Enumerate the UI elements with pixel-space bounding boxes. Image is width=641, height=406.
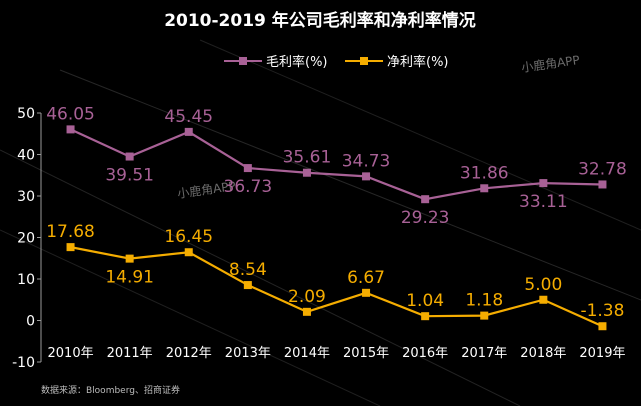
legend-item-net-margin: 净利率(%) [345, 54, 449, 70]
background-streaks [0, 39, 641, 406]
x-tick-label: 2014年 [284, 346, 330, 361]
x-tick-label: 2018年 [520, 346, 566, 361]
y-tick-label: -10 [12, 355, 35, 371]
data-label: 6.67 [347, 268, 385, 288]
data-point [362, 172, 371, 181]
data-point [480, 311, 489, 320]
x-tick-label: 2019年 [579, 346, 625, 361]
y-tick-label: 10 [17, 272, 35, 288]
data-point [184, 248, 193, 257]
data-point [302, 307, 311, 316]
y-tick-label: 20 [17, 231, 35, 247]
x-tick-label: 2012年 [166, 346, 212, 361]
x-tick-label: 2010年 [48, 346, 94, 361]
legend-label-gross-margin: 毛利率(%) [266, 54, 328, 70]
data-label: 8.54 [229, 260, 267, 280]
data-label: 39.51 [105, 166, 154, 186]
y-tick-label: 50 [17, 106, 35, 122]
legend-label-net-margin: 净利率(%) [387, 54, 449, 70]
data-point [480, 184, 489, 193]
data-label: 5.00 [524, 275, 562, 295]
data-label: 29.23 [401, 208, 450, 228]
axes: 50 40 30 20 10 0 -10 2010年 2011年 2012年 2013年 2014年 2… [12, 106, 625, 371]
data-point [302, 168, 311, 177]
chart-title: 2010-2019 年公司毛利率和净利率情况 [164, 10, 476, 31]
data-label: 31.86 [460, 163, 509, 183]
data-point [125, 152, 134, 161]
data-label: 1.04 [406, 291, 444, 311]
y-tick-label: 30 [17, 189, 35, 205]
data-label: 34.73 [342, 151, 391, 171]
data-point [243, 164, 252, 173]
data-label: 45.45 [164, 107, 213, 127]
data-label: 2.09 [288, 287, 326, 307]
data-label: 16.45 [164, 227, 213, 247]
x-tick-label: 2013年 [225, 346, 271, 361]
x-tick-label: 2015年 [343, 346, 389, 361]
data-point [421, 195, 430, 204]
data-point [598, 322, 607, 331]
data-label: 36.73 [224, 177, 273, 197]
data-point [539, 179, 548, 188]
source-note: 数据来源：Bloomberg、招商证券 [41, 384, 180, 396]
data-point [125, 254, 134, 263]
data-label: 35.61 [283, 148, 332, 168]
data-label: 32.78 [578, 159, 627, 179]
data-point [421, 312, 430, 321]
data-label: 14.91 [105, 268, 154, 288]
data-point [362, 288, 371, 297]
series-0: 46.05 39.51 45.45 36.73 35.61 34.73 29.23 31.86… [46, 104, 627, 228]
legend-item-gross-margin: 毛利率(%) [224, 54, 328, 70]
data-point [184, 127, 193, 136]
series-line [70, 128, 603, 201]
data-label: -1.38 [580, 301, 624, 321]
x-tick-label: 2017年 [461, 346, 507, 361]
data-point [598, 180, 607, 189]
series-layer: 46.05 39.51 45.45 36.73 35.61 34.73 29.23 31.86… [46, 104, 627, 331]
data-label: 17.68 [46, 222, 95, 242]
data-point [539, 295, 548, 304]
legend: 毛利率(%) 净利率(%) [224, 54, 449, 70]
series-1: 17.68 14.91 16.45 8.54 2.09 6.67 1.04 1.18 5.00-… [46, 222, 624, 331]
series-line [70, 246, 603, 328]
data-label: 1.18 [465, 291, 503, 311]
watermark-1: 小鹿角APP [520, 52, 580, 75]
x-tick-label: 2011年 [107, 346, 153, 361]
y-tick-label: 0 [26, 314, 35, 330]
y-tick-label: 40 [17, 148, 35, 164]
data-point [66, 125, 75, 134]
data-point [66, 243, 75, 252]
data-label: 46.05 [46, 104, 95, 124]
data-label: 33.11 [519, 192, 568, 212]
x-tick-label: 2016年 [402, 346, 448, 361]
data-point [243, 281, 252, 290]
